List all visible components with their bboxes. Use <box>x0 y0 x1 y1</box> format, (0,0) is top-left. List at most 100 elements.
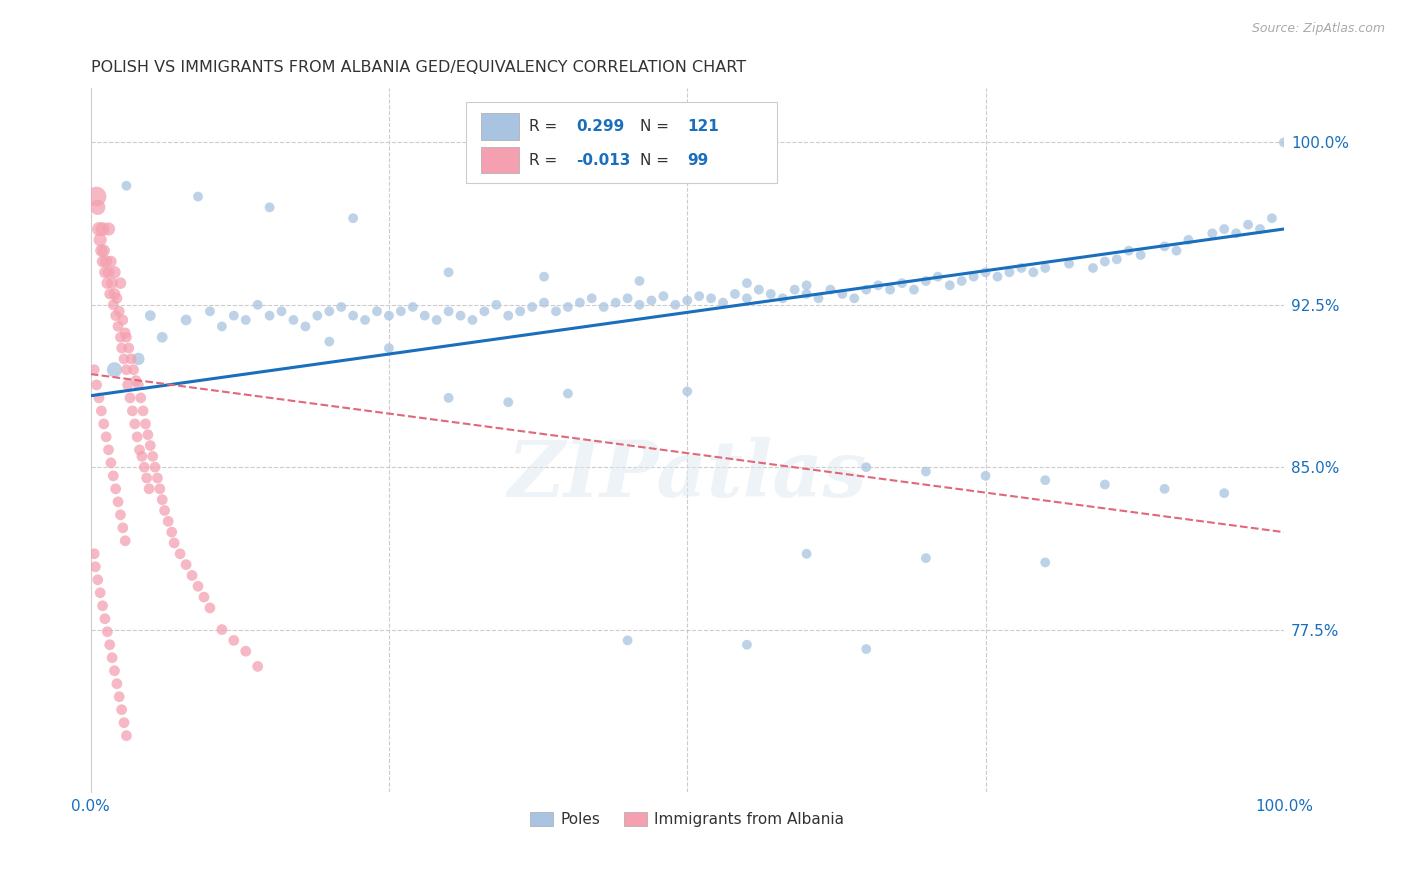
Point <box>1010 260 1032 275</box>
Point <box>628 298 651 312</box>
Point <box>83 547 105 561</box>
Point <box>246 659 269 673</box>
Point <box>628 274 651 288</box>
Point <box>807 291 830 305</box>
Point <box>616 633 638 648</box>
Point <box>150 330 173 344</box>
Point <box>915 274 938 288</box>
Point <box>121 404 143 418</box>
Point <box>97 222 120 236</box>
Point <box>104 482 127 496</box>
Point <box>307 309 329 323</box>
Point <box>211 623 233 637</box>
Point <box>114 326 136 340</box>
Point <box>160 525 183 540</box>
Point <box>509 304 531 318</box>
Point <box>461 313 484 327</box>
Point <box>676 293 699 308</box>
Point <box>110 276 132 290</box>
Point <box>342 309 364 323</box>
Text: 99: 99 <box>688 153 709 168</box>
Point <box>129 391 152 405</box>
Point <box>111 521 134 535</box>
Point <box>342 211 364 226</box>
Point <box>259 309 281 323</box>
Point <box>115 178 138 193</box>
Point <box>114 533 136 548</box>
Point <box>1129 248 1152 262</box>
Point <box>157 514 180 528</box>
Point <box>903 283 925 297</box>
Point <box>557 300 579 314</box>
Point <box>283 313 305 327</box>
Point <box>330 300 353 314</box>
Point <box>174 313 197 327</box>
Point <box>1225 227 1247 241</box>
Point <box>105 291 128 305</box>
Point <box>138 482 160 496</box>
Point <box>111 313 134 327</box>
Point <box>986 269 1008 284</box>
Point <box>533 269 555 284</box>
Point <box>103 298 125 312</box>
Text: ZIPatlas: ZIPatlas <box>508 437 868 514</box>
Point <box>193 590 215 604</box>
Point <box>1094 477 1116 491</box>
Point <box>1201 227 1223 241</box>
Point <box>120 351 142 366</box>
Point <box>91 254 114 268</box>
Point <box>115 729 138 743</box>
Point <box>450 309 472 323</box>
Point <box>700 291 723 305</box>
Point <box>187 579 209 593</box>
Point <box>134 417 156 431</box>
Point <box>496 309 519 323</box>
Point <box>820 283 842 297</box>
Point <box>222 633 245 648</box>
Point <box>1118 244 1140 258</box>
Point <box>105 676 128 690</box>
Legend: Poles, Immigrants from Albania: Poles, Immigrants from Albania <box>524 806 851 834</box>
Point <box>783 283 806 297</box>
Point <box>354 313 377 327</box>
Point <box>1249 222 1271 236</box>
Point <box>115 363 138 377</box>
Point <box>107 319 129 334</box>
Point <box>96 276 118 290</box>
Point <box>150 492 173 507</box>
Point <box>124 417 146 431</box>
Point <box>915 465 938 479</box>
Point <box>127 430 149 444</box>
Point <box>84 559 107 574</box>
Point <box>108 690 131 704</box>
Point <box>90 404 112 418</box>
Point <box>112 351 135 366</box>
Point <box>557 386 579 401</box>
Point <box>796 278 818 293</box>
Point <box>101 276 124 290</box>
Point <box>389 304 412 318</box>
Point <box>759 287 782 301</box>
Point <box>544 304 567 318</box>
Point <box>91 222 114 236</box>
Point <box>149 482 172 496</box>
Point <box>1105 252 1128 267</box>
Point <box>87 200 110 214</box>
Point <box>246 298 269 312</box>
Point <box>735 638 758 652</box>
Point <box>89 586 111 600</box>
Point <box>153 503 176 517</box>
Point <box>1261 211 1284 226</box>
Point <box>891 276 914 290</box>
Point <box>122 363 145 377</box>
Point <box>950 274 973 288</box>
Point <box>796 287 818 301</box>
Point <box>378 309 401 323</box>
Point <box>97 442 120 457</box>
Point <box>592 300 614 314</box>
Point <box>318 304 340 318</box>
Point <box>1057 257 1080 271</box>
Point <box>1177 233 1199 247</box>
Text: N =: N = <box>640 119 668 134</box>
Point <box>198 601 221 615</box>
